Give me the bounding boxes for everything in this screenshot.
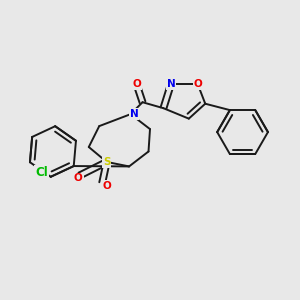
Text: Cl: Cl (35, 166, 48, 179)
Text: O: O (194, 79, 202, 89)
Text: O: O (132, 79, 141, 89)
Text: O: O (74, 173, 83, 183)
Text: O: O (102, 181, 111, 191)
Text: N: N (167, 79, 175, 89)
Text: N: N (130, 109, 139, 119)
Text: S: S (103, 157, 110, 167)
